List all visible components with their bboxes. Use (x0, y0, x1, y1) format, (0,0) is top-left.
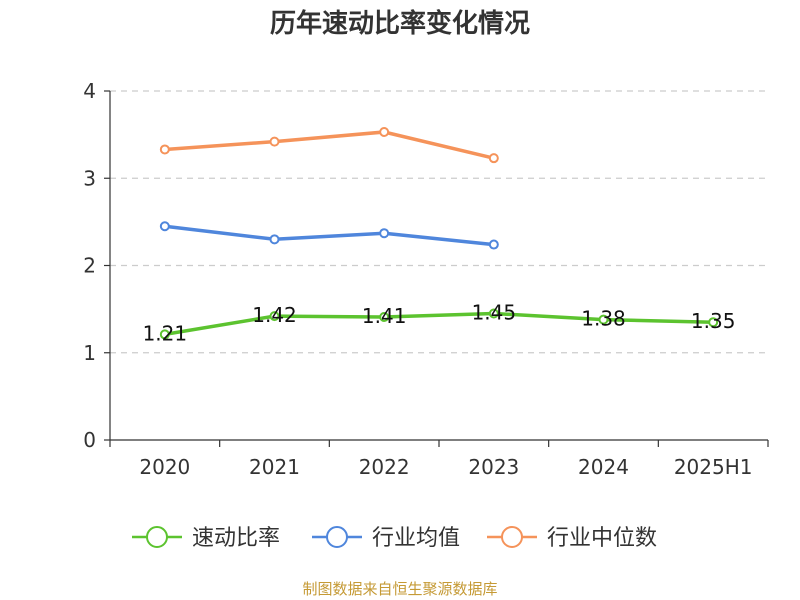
data-point (708, 317, 719, 328)
chart-title: 历年速动比率变化情况 (270, 8, 530, 39)
data-point (379, 228, 390, 239)
y-tick-label: 2 (83, 254, 96, 278)
data-label: 1.42 (252, 303, 297, 327)
data-point (598, 314, 609, 325)
data-label: 1.41 (362, 304, 407, 328)
legend-label: 行业中位数 (547, 526, 657, 551)
series-line-0 (164, 311, 714, 337)
data-point (269, 311, 280, 322)
data-point (269, 234, 280, 245)
source-note: 制图数据来自恒生聚源数据库 (302, 580, 497, 598)
x-tick-label: 2020 (139, 455, 190, 479)
data-point (488, 239, 499, 250)
x-tick-label: 2025H1 (674, 455, 753, 479)
data-point (159, 144, 170, 155)
series-lines (159, 127, 719, 340)
grid-lines (110, 90, 768, 354)
x-tick-label: 2024 (578, 455, 629, 479)
legend-item: 行业均值 (312, 526, 460, 551)
data-point (488, 308, 499, 319)
legend-swatch-marker (146, 526, 168, 548)
x-tick-label: 2023 (468, 455, 519, 479)
x-tick-label: 2021 (249, 455, 300, 479)
data-point (159, 221, 170, 232)
data-point (379, 127, 390, 138)
data-labels: 1.21 1.42 1.41 1.45 1.38 1.35 (143, 300, 736, 345)
y-tick-label: 3 (83, 166, 96, 190)
data-point (159, 329, 170, 340)
legend-item: 行业中位数 (487, 526, 657, 551)
data-label: 1.21 (143, 321, 188, 345)
data-label: 1.45 (472, 300, 517, 324)
legend-swatch-marker (501, 526, 523, 548)
y-tick-label: 0 (83, 428, 96, 452)
y-tick-label: 1 (83, 341, 96, 365)
y-tick-label: 4 (83, 79, 96, 103)
series-line-1 (164, 224, 494, 247)
data-point (379, 311, 390, 322)
legend-swatch-marker (326, 526, 348, 548)
data-point (488, 153, 499, 164)
legend-label: 速动比率 (192, 526, 280, 551)
x-tick-label: 2022 (359, 455, 410, 479)
data-label: 1.35 (691, 309, 736, 333)
axes: 0 1 2 3 4 2020 2021 2022 2023 2024 2025H1 (83, 79, 769, 479)
legend: 速动比率 行业均值 行业中位数 (132, 526, 657, 551)
legend-item: 速动比率 (132, 526, 280, 551)
legend-label: 行业均值 (372, 526, 460, 551)
series-line-2 (164, 130, 495, 160)
data-point (269, 136, 280, 147)
data-label: 1.38 (581, 307, 626, 331)
